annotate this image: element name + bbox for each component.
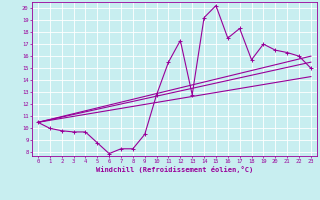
X-axis label: Windchill (Refroidissement éolien,°C): Windchill (Refroidissement éolien,°C) bbox=[96, 166, 253, 173]
